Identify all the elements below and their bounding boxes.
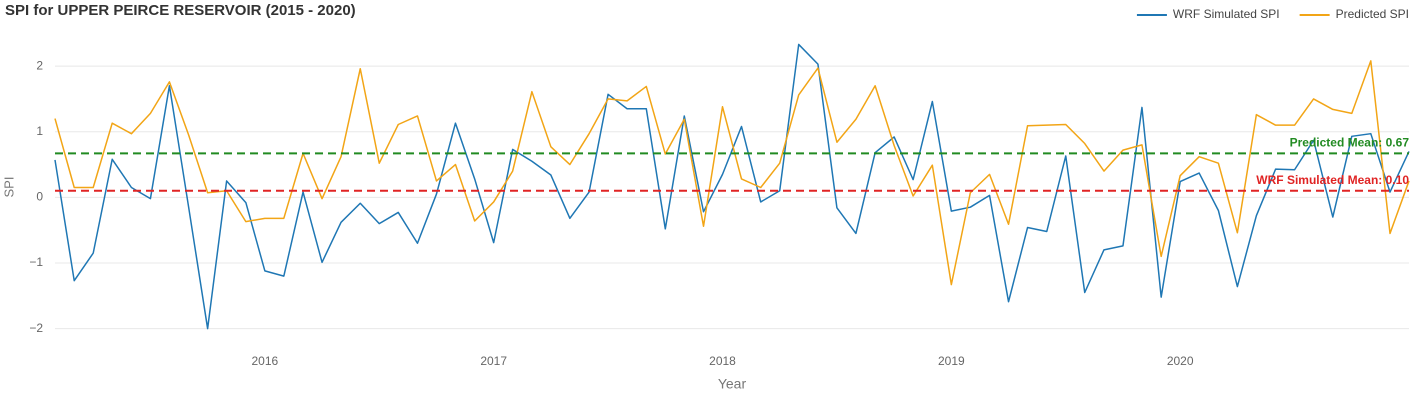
y-tick-label: −2 xyxy=(29,321,43,335)
x-tick-label: 2016 xyxy=(251,354,278,368)
y-tick-label: −1 xyxy=(29,255,43,269)
x-tick-label: 2018 xyxy=(709,354,736,368)
series-line xyxy=(54,43,1410,330)
legend-label[interactable]: WRF Simulated SPI xyxy=(1173,7,1280,21)
y-tick-label: 0 xyxy=(36,190,43,204)
x-tick-label: 2017 xyxy=(480,354,507,368)
chart-title: SPI for UPPER PEIRCE RESERVOIR (2015 - 2… xyxy=(5,2,356,19)
mean-label: WRF Simulated Mean: 0.10 xyxy=(1256,173,1409,187)
series-line xyxy=(54,60,1410,286)
y-axis-title: SPI xyxy=(1,177,16,198)
x-tick-label: 2020 xyxy=(1167,354,1194,368)
y-tick-label: 1 xyxy=(36,124,43,138)
y-tick-label: 2 xyxy=(36,58,43,72)
mean-label: Predicted Mean: 0.67 xyxy=(1290,136,1410,150)
legend-label[interactable]: Predicted SPI xyxy=(1336,7,1409,21)
x-tick-label: 2019 xyxy=(938,354,965,368)
x-axis-title: Year xyxy=(718,376,747,392)
